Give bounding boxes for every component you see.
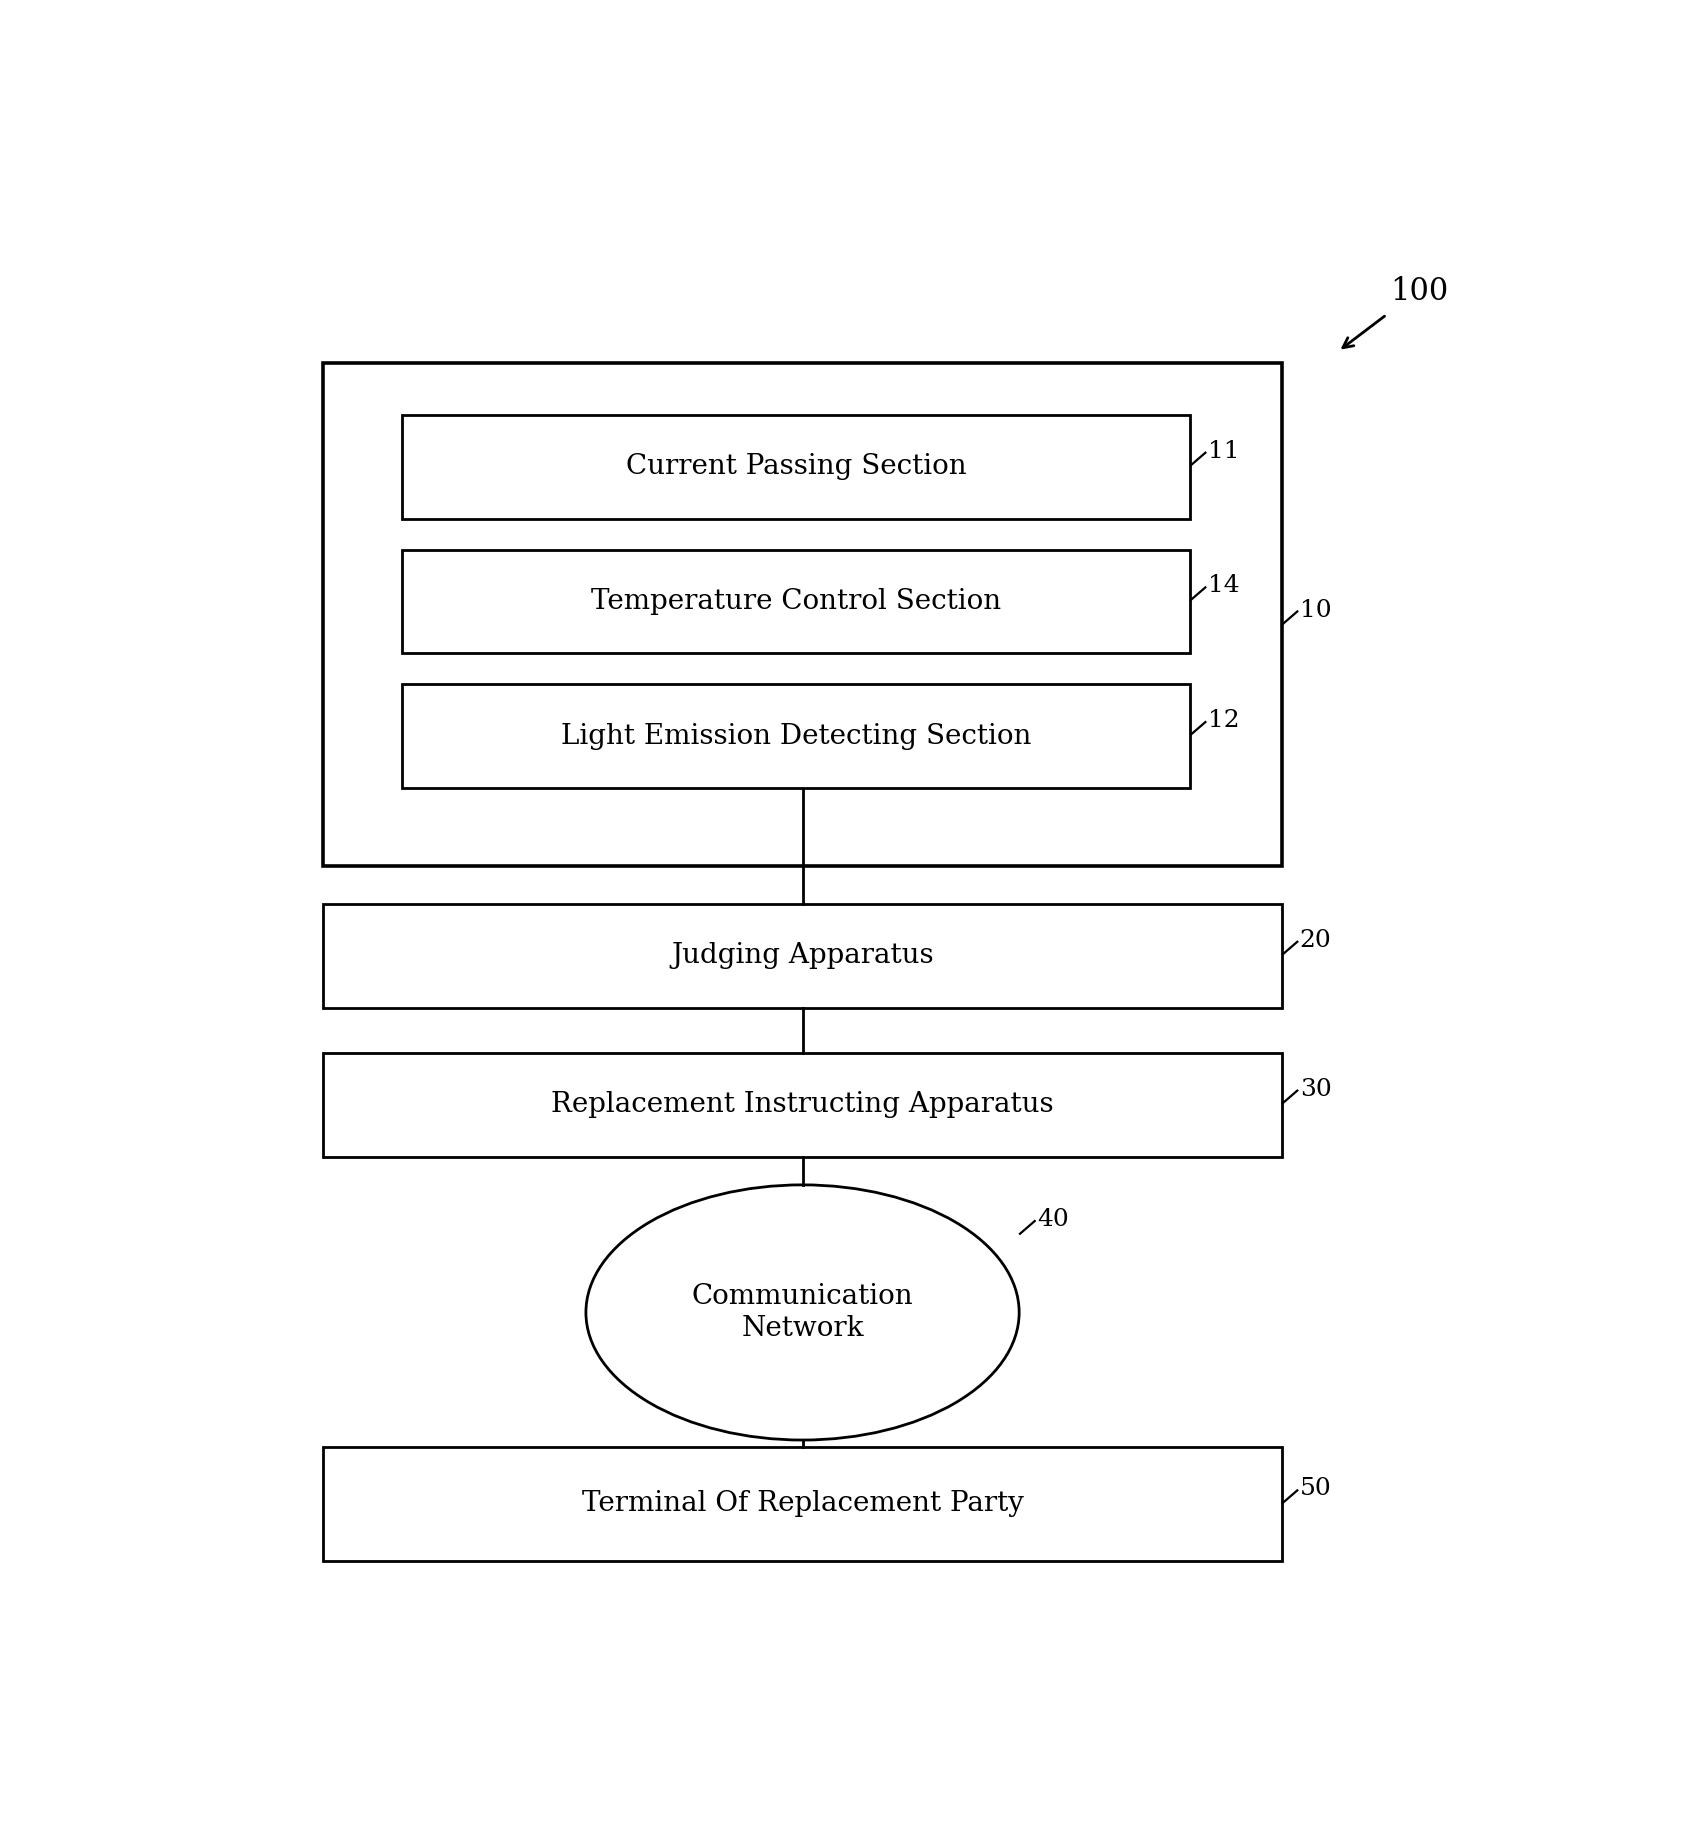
Bar [401,685,1189,788]
Text: 20: 20 [1299,930,1331,952]
Text: 40: 40 [1037,1208,1069,1232]
Text: Current Passing Section: Current Passing Section [625,453,966,481]
Text: Judging Apparatus: Judging Apparatus [671,943,933,970]
Text: 14: 14 [1208,574,1240,598]
Bar [324,904,1282,1007]
Bar [401,414,1189,519]
Bar [401,550,1189,654]
Text: Replacement Instructing Apparatus: Replacement Instructing Apparatus [551,1092,1054,1117]
Bar [324,1447,1282,1561]
Bar [324,1053,1282,1156]
Text: Light Emission Detecting Section: Light Emission Detecting Section [561,724,1032,749]
Text: Temperature Control Section: Temperature Control Section [591,587,1001,615]
Text: 30: 30 [1299,1077,1331,1101]
Bar [324,363,1282,865]
Text: 10: 10 [1299,598,1331,622]
Text: 50: 50 [1299,1478,1331,1500]
Text: Communication
Network: Communication Network [691,1283,913,1342]
Text: 11: 11 [1208,440,1240,462]
Ellipse shape [586,1186,1020,1440]
Text: Terminal Of Replacement Party: Terminal Of Replacement Party [581,1491,1023,1517]
Text: 100: 100 [1391,276,1448,307]
Text: 12: 12 [1208,709,1240,733]
